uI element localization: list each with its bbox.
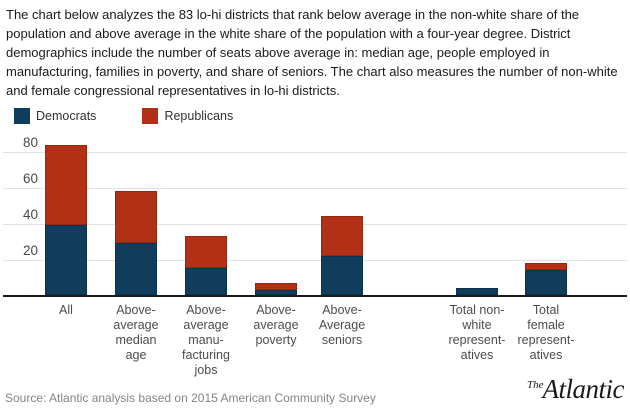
category-label-4: Above- average poverty — [253, 303, 299, 347]
bar-democrats-1 — [45, 224, 87, 296]
category-label-3: Above- average manu- facturing jobs — [182, 303, 230, 377]
category-label-1: All — [59, 303, 73, 317]
gridline-80 — [3, 151, 627, 153]
source-note: Source: Atlantic analysis based on 2015 … — [5, 391, 376, 405]
bar-democrats-4 — [255, 289, 297, 296]
bar-democrats-3 — [185, 268, 227, 296]
category-label-5: Above- Average seniors — [318, 303, 366, 347]
category-label-6: Total non- white represent- atives — [448, 303, 506, 362]
bar-democrats-7 — [525, 270, 567, 296]
bar-republicans-3 — [185, 235, 227, 269]
y-tick-label-80: 80 — [22, 134, 38, 150]
y-tick-label-20: 20 — [22, 243, 38, 259]
x-axis-line — [3, 295, 627, 298]
y-tick-label-60: 60 — [22, 171, 38, 186]
chart-description: The chart below analyzes the 83 lo-hi di… — [6, 7, 618, 98]
bar-democrats-6 — [456, 288, 498, 296]
bar-republicans-7 — [525, 262, 567, 271]
bar-republicans-4 — [255, 282, 297, 290]
atlantic-logo-name: Atlantic — [542, 374, 625, 404]
category-label-2: Above- average median age — [113, 303, 159, 362]
legend: Democrats Republicans — [14, 108, 233, 124]
democrats-color-swatch — [14, 108, 30, 124]
category-label-7: Total female represent- atives — [517, 303, 575, 362]
bar-republicans-2 — [115, 190, 157, 243]
bar-democrats-5 — [321, 255, 363, 296]
legend-label-republicans: Republicans — [164, 109, 234, 123]
bar-democrats-2 — [115, 242, 157, 296]
gridline-60 — [3, 188, 627, 189]
legend-item-republicans: Republicans — [142, 108, 233, 124]
republicans-color-swatch — [142, 108, 159, 124]
bar-republicans-1 — [45, 145, 87, 225]
legend-item-democrats: Democrats — [14, 108, 96, 124]
gridline-40 — [3, 224, 627, 226]
atlantic-logo-the: The — [527, 379, 544, 391]
gridline-20 — [3, 260, 627, 262]
y-tick-label-40: 40 — [22, 207, 38, 223]
atlantic-logo: TheAtlantic — [527, 374, 624, 405]
bar-republicans-5 — [321, 215, 363, 256]
legend-label-democrats: Democrats — [36, 109, 97, 123]
